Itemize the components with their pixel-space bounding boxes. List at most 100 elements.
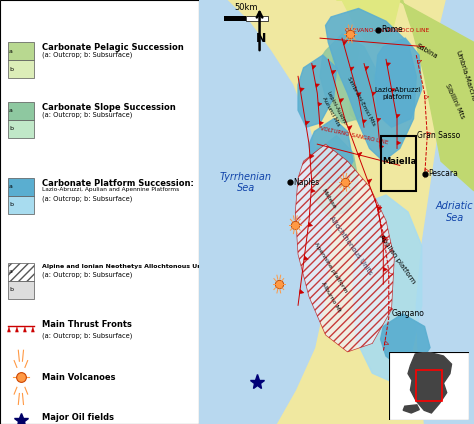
Bar [8, 120, 34, 138]
Polygon shape [397, 141, 401, 145]
Text: Simbruini-Ernici Mts: Simbruini-Ernici Mts [346, 76, 376, 127]
Text: Rome: Rome [381, 25, 403, 34]
Text: b: b [9, 126, 13, 131]
Polygon shape [15, 326, 18, 332]
Polygon shape [305, 121, 310, 125]
Text: Carbonate Platform Succession:: Carbonate Platform Succession: [42, 179, 194, 188]
Polygon shape [339, 99, 344, 103]
Text: Maiella: Maiella [383, 156, 417, 166]
Polygon shape [331, 38, 358, 81]
Bar [381, 136, 416, 191]
Text: Main Volcanoes: Main Volcanoes [42, 373, 115, 382]
Text: Umbria-Marche: Umbria-Marche [455, 50, 474, 103]
Polygon shape [350, 68, 381, 127]
Polygon shape [357, 92, 361, 97]
Polygon shape [326, 8, 416, 161]
Text: Carbonate Pelagic Succession: Carbonate Pelagic Succession [42, 43, 183, 52]
Polygon shape [368, 179, 372, 184]
Polygon shape [23, 326, 27, 332]
Polygon shape [320, 34, 375, 123]
Text: Apennine platform: Apennine platform [313, 241, 349, 293]
Polygon shape [383, 267, 387, 271]
Text: 50km: 50km [234, 3, 257, 12]
Polygon shape [295, 144, 394, 352]
Text: Alburno Mt: Alburno Mt [320, 281, 342, 313]
Polygon shape [381, 314, 430, 369]
Text: a: a [9, 108, 13, 113]
Polygon shape [377, 118, 381, 122]
Text: N: N [255, 32, 266, 45]
Polygon shape [348, 126, 352, 131]
Bar [8, 281, 34, 299]
Text: Tyrrhenian
Sea: Tyrrhenian Sea [220, 172, 272, 193]
Bar [8, 42, 34, 60]
Text: Adriatic
Sea: Adriatic Sea [436, 201, 474, 223]
Text: Sabina: Sabina [416, 42, 439, 59]
Polygon shape [365, 67, 369, 70]
Polygon shape [378, 207, 382, 211]
Polygon shape [353, 195, 422, 382]
Text: Alpine and Ionian Neothetys Allochtonous Units: Alpine and Ionian Neothetys Allochtonous… [42, 264, 210, 269]
Text: Allochthonous Units: Allochthonous Units [328, 215, 373, 276]
Polygon shape [319, 121, 323, 125]
Text: Gargano: Gargano [392, 309, 424, 318]
Polygon shape [337, 0, 400, 47]
Text: (a: Outcrop; b: Subsurface): (a: Outcrop; b: Subsurface) [42, 52, 132, 58]
Text: (a: Outcrop; b: Subsurface): (a: Outcrop; b: Subsurface) [42, 333, 132, 339]
Polygon shape [363, 120, 366, 123]
Text: Naples: Naples [293, 178, 319, 187]
Polygon shape [380, 145, 383, 149]
Bar [8, 178, 34, 196]
Bar [224, 16, 246, 21]
Bar [246, 16, 268, 21]
Text: a: a [9, 49, 13, 53]
Polygon shape [358, 152, 362, 157]
Bar [8, 61, 34, 78]
Text: (a: Outcrop; b: Subsurface): (a: Outcrop; b: Subsurface) [42, 195, 132, 201]
Text: VOLTURNO-SANGRO LINE: VOLTURNO-SANGRO LINE [320, 126, 389, 145]
Polygon shape [312, 136, 358, 216]
Bar [416, 370, 442, 401]
Polygon shape [408, 352, 452, 413]
Text: a: a [9, 269, 13, 274]
Text: b: b [9, 202, 13, 207]
Polygon shape [387, 63, 391, 67]
Text: Lepini-Ausoni-
Aurunci Mts: Lepini-Ausoni- Aurunci Mts [320, 91, 347, 130]
Polygon shape [312, 66, 316, 69]
Text: Matese: Matese [320, 188, 337, 210]
Text: Apulian platform: Apulian platform [378, 233, 416, 284]
Polygon shape [199, 0, 331, 424]
Polygon shape [8, 326, 10, 332]
Bar [8, 102, 34, 120]
Polygon shape [316, 84, 319, 87]
Text: Sibillini Mts: Sibillini Mts [444, 84, 465, 120]
Text: b: b [9, 287, 13, 292]
Polygon shape [416, 0, 474, 424]
Bar [8, 263, 34, 281]
Polygon shape [309, 119, 353, 182]
Text: Main Thrust Fronts: Main Thrust Fronts [42, 320, 132, 329]
Polygon shape [318, 103, 322, 106]
Polygon shape [331, 70, 336, 75]
Polygon shape [31, 326, 35, 332]
Text: b: b [9, 67, 13, 72]
Polygon shape [300, 88, 304, 92]
Polygon shape [403, 405, 419, 413]
Polygon shape [383, 237, 387, 241]
Polygon shape [396, 114, 400, 118]
Polygon shape [372, 92, 376, 96]
Text: Major Oil fields: Major Oil fields [42, 413, 114, 422]
Polygon shape [304, 256, 308, 260]
Text: a: a [9, 184, 13, 189]
Polygon shape [311, 188, 315, 192]
Polygon shape [298, 55, 337, 127]
Text: Pescara: Pescara [428, 169, 458, 179]
Polygon shape [397, 0, 474, 191]
Polygon shape [343, 41, 347, 45]
Text: Carbonate Slope Succession: Carbonate Slope Succession [42, 103, 175, 112]
Text: Lazio-Abruzzi, Apulian and Apennine Platforms: Lazio-Abruzzi, Apulian and Apennine Plat… [42, 187, 179, 192]
Bar [8, 196, 34, 214]
Text: Lazio-Abruzzi
platform: Lazio-Abruzzi platform [374, 87, 420, 100]
Polygon shape [350, 67, 354, 71]
Polygon shape [310, 154, 314, 159]
